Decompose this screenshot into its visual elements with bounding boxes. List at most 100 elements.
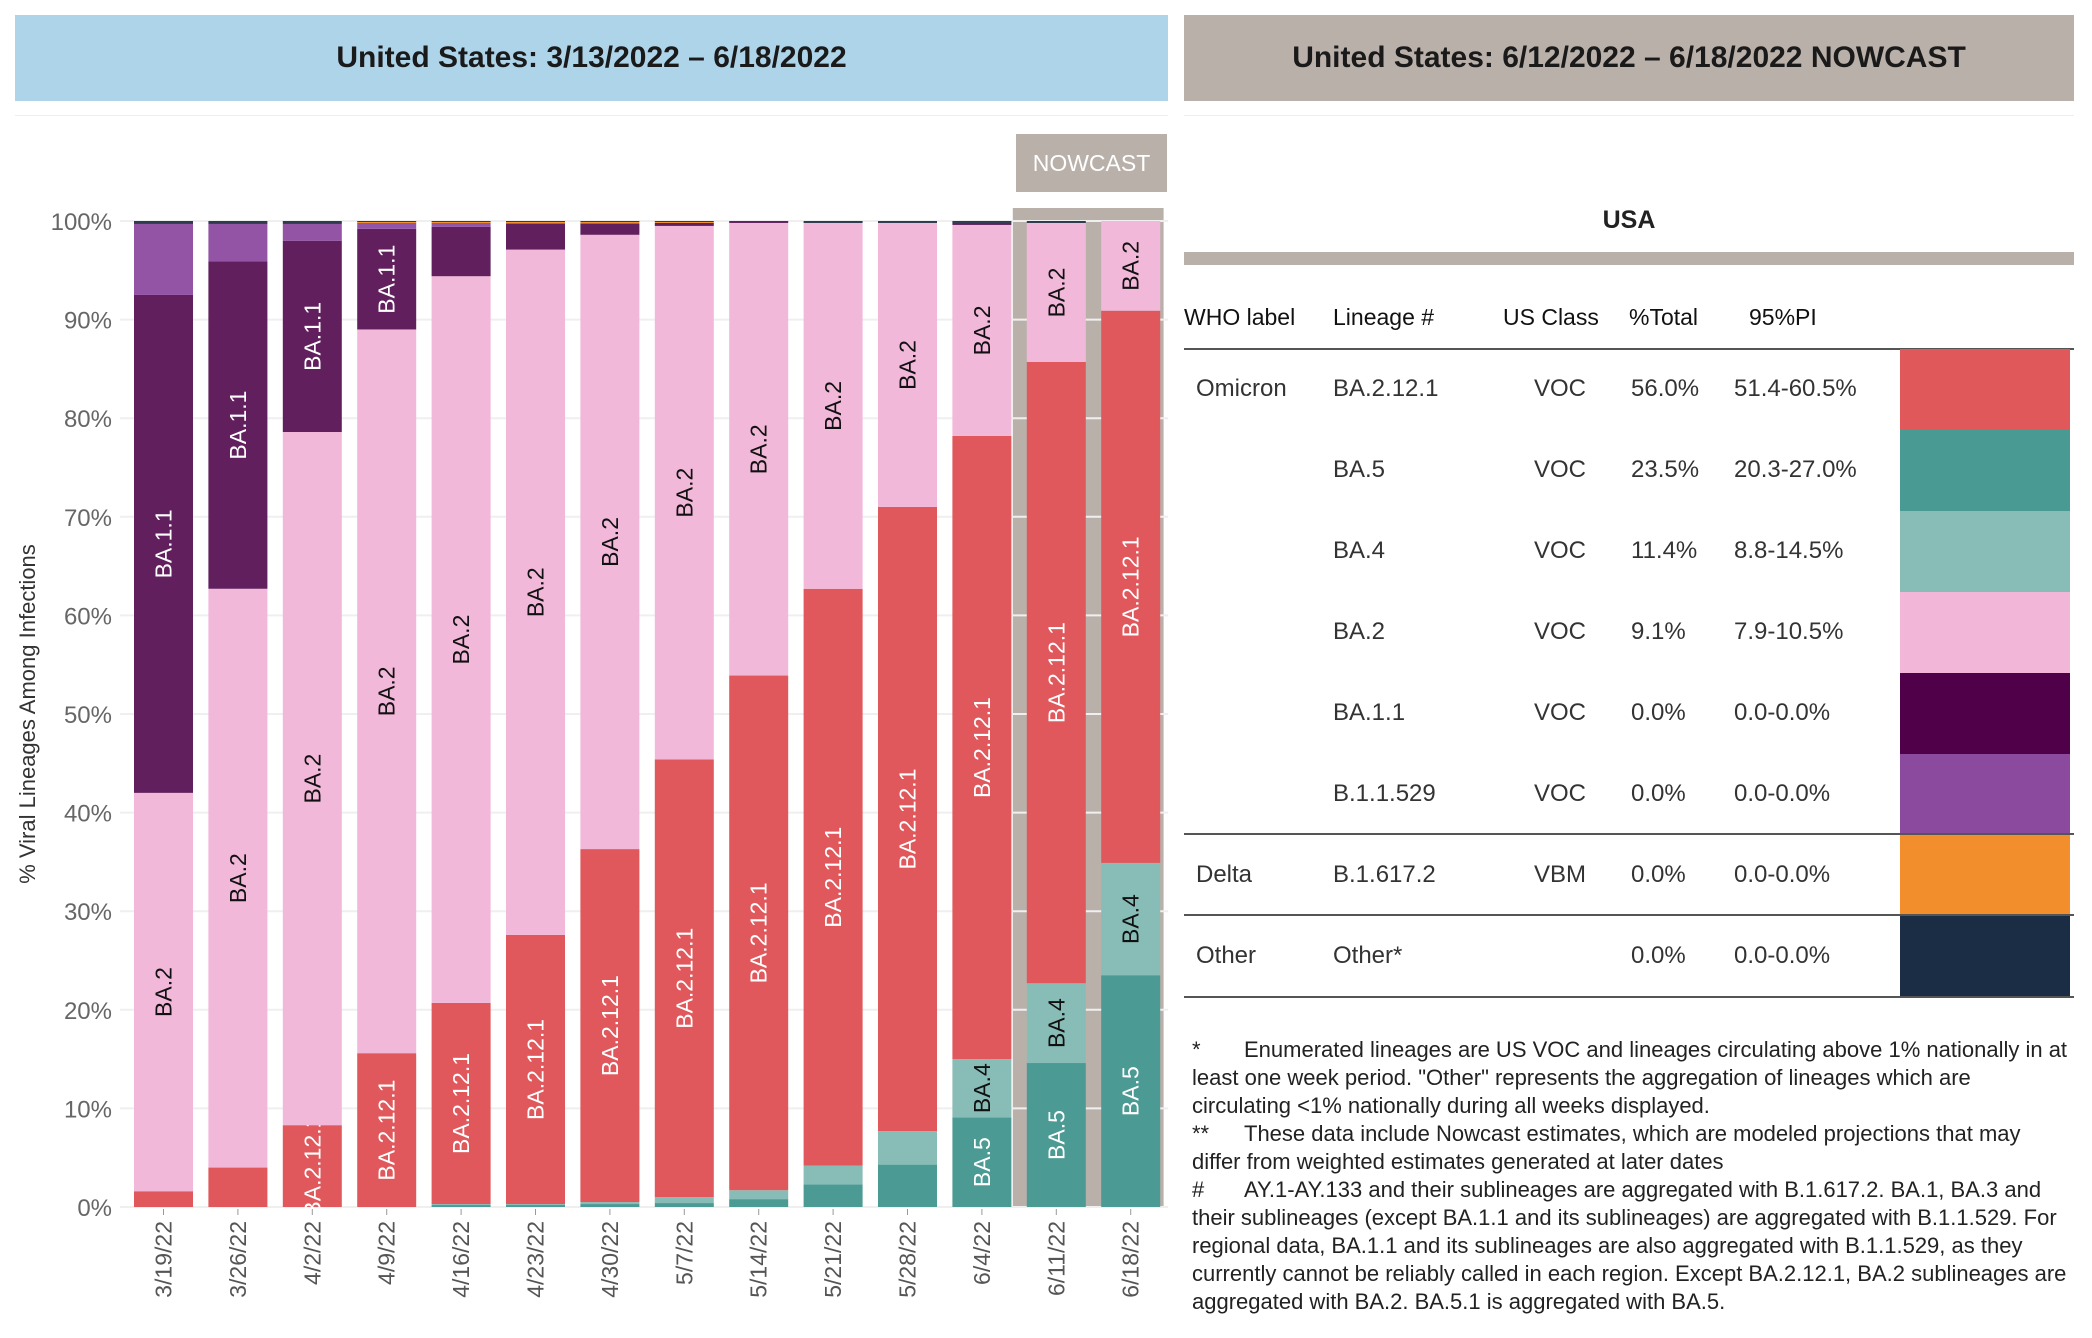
bar-label: BA.2.12.1 <box>299 1116 325 1217</box>
bar-segment-b-1-617-2 <box>506 221 565 223</box>
y-tick-label: 40% <box>64 801 112 828</box>
percent-total: 0.0% <box>1631 861 1686 888</box>
col-pi: 95%PI <box>1749 304 1817 330</box>
bar-segment-ba-1-1 <box>134 294 193 793</box>
x-tick-label: 4/2/22 <box>299 1221 325 1285</box>
bar-segment-ba-2 <box>952 224 1012 436</box>
bar-segment-ba-2 <box>357 329 417 1054</box>
bar-segment-ba-1-1 <box>506 223 565 250</box>
bar-label: BA.2.12.1 <box>1043 622 1069 723</box>
table-divider <box>1184 348 2074 350</box>
footnote: * Enumerated lineages are US VOC and line… <box>1192 1036 2072 1120</box>
y-tick-label: 50% <box>64 702 112 729</box>
bar-label: BA.2 <box>746 424 772 474</box>
table-row: Delta B.1.617.2 VBM 0.0% 0.0-0.0% <box>1184 835 2074 916</box>
x-tick-label: 3/26/22 <box>225 1221 251 1298</box>
bar-label: BA.2 <box>820 381 846 431</box>
bar-label: BA.2.12.1 <box>820 827 846 928</box>
bar-label: BA.2.12.1 <box>523 1019 549 1120</box>
bar-segment-ba-1-1 <box>729 221 789 223</box>
bar-label: BA.2 <box>523 567 549 617</box>
bar-segment-ba-5 <box>431 1205 491 1207</box>
header-left: United States: 3/13/2022 – 6/18/2022 <box>15 15 1168 101</box>
y-tick-label: 70% <box>64 505 112 532</box>
table-row: BA.5 VOC 23.5% 20.3-27.0% <box>1184 430 2074 511</box>
table-row: Other Other* 0.0% 0.0-0.0% <box>1184 916 2074 997</box>
prediction-interval: 8.8-14.5% <box>1734 537 1844 564</box>
bar-label: BA.2 <box>597 517 623 567</box>
bar-segment-other <box>878 221 937 223</box>
bar-segment-ba-4 <box>729 1190 789 1200</box>
table-divider <box>1184 914 2074 916</box>
divider <box>1184 115 2074 116</box>
table-row: B.1.1.529 VOC 0.0% 0.0-0.0% <box>1184 754 2074 835</box>
bar-segment-b-1-617-2 <box>431 221 491 223</box>
table-row: BA.4 VOC 11.4% 8.8-14.5% <box>1184 511 2074 592</box>
bar-segment-ba-1-1 <box>357 228 417 330</box>
bar-segment-ba-4 <box>431 1204 491 1206</box>
bar-label: BA.1.1 <box>374 245 400 314</box>
bar-segment-ba-4 <box>952 1059 1012 1118</box>
bar-label: BA.5 <box>1118 1066 1144 1116</box>
x-tick-label: 5/7/22 <box>671 1221 697 1285</box>
bar-segment-b-1-617-2 <box>580 221 640 223</box>
bar-segment-ba-2 <box>208 588 268 1168</box>
color-swatch <box>1900 430 2070 511</box>
bar-segment-ba-5 <box>729 1199 789 1207</box>
footnote-text: These data include Nowcast estimates, wh… <box>1192 1121 2021 1174</box>
bar-segment-ba-2-12-1 <box>208 1167 268 1207</box>
bar-segment-ba-4 <box>878 1131 937 1165</box>
col-total: %Total <box>1629 304 1699 330</box>
bar-segment-b-1-1-529 <box>208 223 268 262</box>
footnotes: * Enumerated lineages are US VOC and line… <box>1192 1036 2072 1316</box>
col-who-label: WHO label <box>1184 304 1296 330</box>
bar-segment-ba-2-12-1 <box>1101 310 1161 863</box>
bar-segment-ba-5 <box>506 1205 565 1207</box>
bar-segment-ba-2 <box>431 276 491 1003</box>
footnote-text: AY.1-AY.133 and their sublineages are ag… <box>1192 1177 2067 1314</box>
bar-segment-ba-2-12-1 <box>357 1053 417 1207</box>
bar-segment-ba-1-1 <box>654 222 714 226</box>
prediction-interval: 0.0-0.0% <box>1734 861 1831 888</box>
bar-label: BA.2 <box>671 468 697 518</box>
prediction-interval: 0.0-0.0% <box>1734 780 1831 807</box>
prediction-interval: 51.4-60.5% <box>1734 375 1857 402</box>
bar-segment-other <box>1026 221 1086 223</box>
bar-segment-other <box>282 221 342 224</box>
color-swatch <box>1900 673 2070 754</box>
bar-segment-other <box>952 221 1012 223</box>
lineage: BA.2.12.1 <box>1333 375 1439 402</box>
header-right: United States: 6/12/2022 – 6/18/2022 NOW… <box>1184 15 2074 101</box>
lineage: BA.4 <box>1333 537 1386 564</box>
bar-label: BA.2 <box>374 666 400 716</box>
bar-label: BA.4 <box>1043 998 1069 1048</box>
bar-segment-ba-2 <box>580 234 640 850</box>
percent-total: 11.4% <box>1631 537 1698 564</box>
bar-segment-b-1-1-529 <box>357 222 417 229</box>
bar-segment-ba-4 <box>580 1202 640 1205</box>
table-divider <box>1184 996 2074 998</box>
bar-segment-b-1-617-2 <box>357 221 417 223</box>
color-swatch <box>1900 916 2070 997</box>
x-tick-label: 6/18/22 <box>1118 1221 1144 1298</box>
bar-segment-ba-4 <box>1101 862 1161 976</box>
bar-segment-ba-2-12-1 <box>506 934 565 1205</box>
y-tick-label: 0% <box>77 1195 112 1222</box>
bar-segment-ba-2 <box>506 249 565 935</box>
bar-segment-ba-2-12-1 <box>431 1002 491 1205</box>
bar-segment-other <box>506 221 565 222</box>
bar-segment-ba-5 <box>878 1164 937 1207</box>
bar-label: BA.2 <box>969 306 995 356</box>
divider <box>15 115 1168 116</box>
x-tick-label: 6/4/22 <box>969 1221 995 1285</box>
bar-label: BA.2 <box>448 615 474 665</box>
bar-segment-other <box>134 221 193 224</box>
bar-segment-ba-2 <box>1026 222 1086 362</box>
us-class: VOC <box>1534 375 1587 402</box>
bar-segment-ba-2 <box>282 432 342 1126</box>
bar-segment-other <box>580 221 640 222</box>
bar-segment-b-1-1-529 <box>282 223 342 241</box>
bar-label: BA.2.12.1 <box>671 928 697 1029</box>
stacked-bar-chart: 0% 10% 20% 30% 40% 50% 60% 70% 80% 90% 100% % Viral… <box>15 208 1168 1298</box>
footnote-text: Enumerated lineages are US VOC and linea… <box>1192 1037 2068 1118</box>
